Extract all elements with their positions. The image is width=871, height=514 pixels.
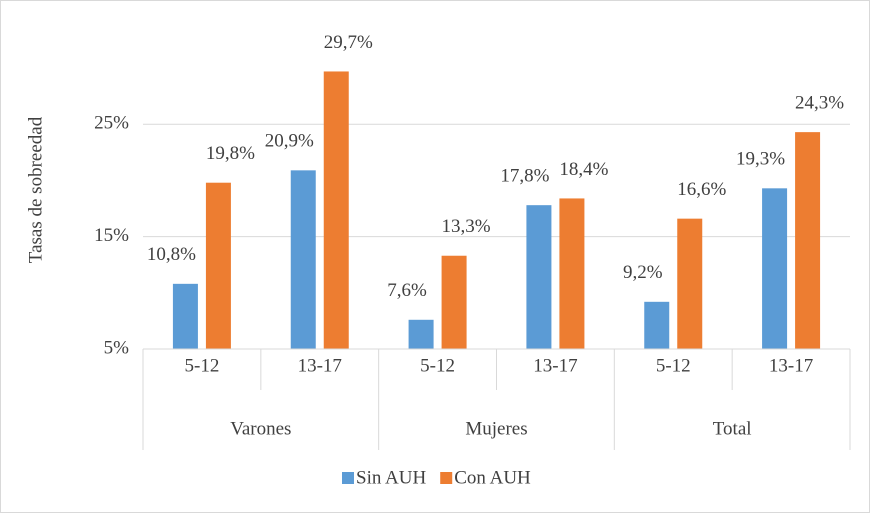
legend-label: Sin AUH xyxy=(356,467,426,488)
bar xyxy=(323,71,349,349)
data-label: 29,7% xyxy=(324,32,373,53)
bar xyxy=(559,198,585,349)
bar xyxy=(441,255,467,349)
data-label: 13,3% xyxy=(442,216,491,237)
y-tick-label: 25% xyxy=(94,113,129,134)
data-label: 16,6% xyxy=(677,179,726,200)
y-tick-label: 15% xyxy=(94,225,129,246)
bar xyxy=(795,132,821,349)
bar xyxy=(290,170,316,349)
data-label: 17,8% xyxy=(500,166,549,187)
legend-label: Con AUH xyxy=(454,467,531,488)
data-label: 9,2% xyxy=(623,262,663,283)
data-label: 10,8% xyxy=(147,244,196,265)
bar xyxy=(644,301,670,349)
legend-swatch xyxy=(440,472,453,484)
x-tick-label: 5-12 xyxy=(656,355,691,376)
x-tick-label: 13-17 xyxy=(298,355,342,376)
bar xyxy=(677,218,703,349)
legend-swatch xyxy=(342,472,354,484)
data-label: 20,9% xyxy=(265,131,314,152)
data-label: 19,8% xyxy=(206,143,255,164)
data-label: 7,6% xyxy=(387,280,427,301)
x-tick-label: 13-17 xyxy=(769,355,813,376)
bar xyxy=(408,319,434,349)
data-label: 19,3% xyxy=(736,149,785,170)
y-tick-label: 5% xyxy=(104,337,130,358)
group-label: Mujeres xyxy=(465,418,527,439)
data-label: 18,4% xyxy=(559,159,608,180)
bar xyxy=(205,182,231,349)
data-label: 24,3% xyxy=(795,92,844,113)
x-tick-label: 13-17 xyxy=(533,355,577,376)
group-label: Varones xyxy=(230,418,291,439)
x-tick-label: 5-12 xyxy=(185,355,220,376)
x-tick-label: 5-12 xyxy=(420,355,455,376)
group-label: Total xyxy=(713,418,752,439)
bar xyxy=(762,188,788,349)
y-axis-title: Tasas de sobreedad xyxy=(25,116,46,263)
bar xyxy=(172,283,198,349)
bar xyxy=(526,205,552,349)
